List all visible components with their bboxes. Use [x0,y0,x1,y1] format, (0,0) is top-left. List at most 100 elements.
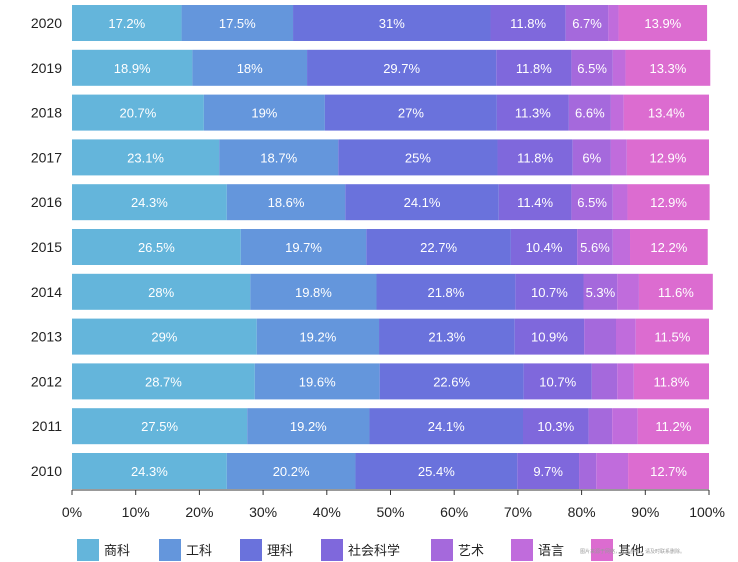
year-label: 2013 [31,329,62,345]
bar-segment [72,363,255,400]
legend-label: 社会科学 [348,543,400,558]
bar-segment [366,229,511,265]
segment-value-label: 24.1% [428,419,465,434]
bar-segment [72,184,227,221]
x-tick-label: 100% [689,504,725,520]
segment-value-label: 11.8% [510,16,546,31]
bar-segment [565,5,609,41]
year-label: 2010 [31,463,62,479]
segment-value-label: 18.9% [114,61,151,76]
bar-segment [345,184,499,221]
segment-value-label: 11.8% [517,150,553,165]
segment-value-label: 24.3% [131,195,168,210]
bar-segment [571,49,613,86]
bar-segment [612,229,631,265]
bars-layer [72,5,713,489]
bar-segment [610,94,624,131]
legend-swatch [240,539,262,561]
bar-segment [72,408,248,445]
segment-value-label: 25.4% [418,464,455,479]
year-label: 2014 [31,284,62,300]
legend-swatch [511,539,533,561]
segment-value-label: 31% [379,16,405,31]
segment-value-label: 12.9% [650,195,687,210]
bar-segment [307,49,497,86]
bar-segment [638,273,713,310]
year-labels-layer: 2020 2019 2018 2017 2016 2015 2014 2013 2012 2011… [31,15,62,479]
x-axis-ticks: 0% 10% 20% 30% 40% 50% 60% 70% 80% 90% 100% [62,490,725,520]
segment-value-label: 11.5% [654,330,690,345]
segment-value-label: 19.8% [295,285,332,300]
year-label: 2020 [31,15,62,31]
bar-segment [612,49,626,86]
segment-value-label: 19.2% [299,330,336,345]
segment-value-label: 17.5% [219,16,256,31]
bar-segment [247,408,370,445]
x-tick-label: 80% [568,504,596,520]
bar-segment [635,318,709,355]
bar-segment [293,5,491,41]
year-label: 2018 [31,105,62,121]
bar-segment [240,229,367,265]
segment-value-label: 11.3% [515,106,551,121]
x-tick-label: 0% [62,504,82,520]
segment-value-label: 19.2% [290,419,327,434]
bar-segment [324,94,497,131]
year-label: 2016 [31,194,62,210]
segment-value-label: 9.7% [533,464,563,479]
year-label: 2012 [31,373,62,389]
segment-value-label: 5.6% [580,240,610,255]
bar-segment [250,273,377,310]
segment-value-label: 19.6% [299,374,336,389]
bar-segment [627,184,710,221]
bar-segment [369,408,523,445]
segment-value-label: 12.9% [649,150,686,165]
bar-segment [579,453,597,489]
bar-segment [612,408,638,445]
bar-segment [514,318,585,355]
segment-value-label: 11.4% [517,195,553,210]
bar-segment [72,318,257,355]
bar-segment [612,184,628,221]
segment-value-label: 22.7% [420,240,457,255]
bar-segment [498,184,572,221]
x-tick-label: 10% [122,504,150,520]
segment-value-label: 19% [251,106,277,121]
segment-value-label: 6.5% [577,195,607,210]
segment-value-label: 11.6% [658,285,694,300]
segment-value-label: 10.7% [531,285,568,300]
segment-value-label: 6.5% [577,61,607,76]
segment-value-label: 19.7% [285,240,322,255]
x-tick-label: 50% [376,504,404,520]
bar-segment [630,229,708,265]
segment-labels-layer: 17.2% 17.5% 31% 11.8% 6.7% 13.9% 18.9% 18% 29.7%… [108,16,694,479]
segment-value-label: 29.7% [383,61,420,76]
segment-value-label: 26.5% [138,240,175,255]
bar-segment [72,229,241,265]
bar-segment [379,318,515,355]
segment-value-label: 10.9% [531,330,568,345]
segment-value-label: 10.3% [537,419,574,434]
segment-value-label: 11.2% [655,419,691,434]
bar-segment [72,5,182,41]
segment-value-label: 27% [398,106,424,121]
legend-swatch [77,539,99,561]
bar-segment [510,229,578,265]
bar-segment [637,408,709,445]
legend: 商科 工科 理科 社会科学 艺术 语言 其他 [77,539,644,561]
segment-value-label: 11.8% [516,61,552,76]
bar-segment [596,453,629,489]
segment-value-label: 27.5% [141,419,178,434]
segment-value-label: 18.6% [268,195,305,210]
segment-value-label: 22.6% [433,374,470,389]
segment-value-label: 28.7% [145,374,182,389]
bar-segment [568,94,611,131]
bar-segment [192,49,308,86]
segment-value-label: 12.2% [650,240,687,255]
bar-segment [628,453,709,489]
bar-segment [496,94,569,131]
year-label: 2011 [32,418,62,434]
bar-segment [219,139,339,176]
x-tick-label: 30% [249,504,277,520]
segment-value-label: 5.3% [586,285,616,300]
